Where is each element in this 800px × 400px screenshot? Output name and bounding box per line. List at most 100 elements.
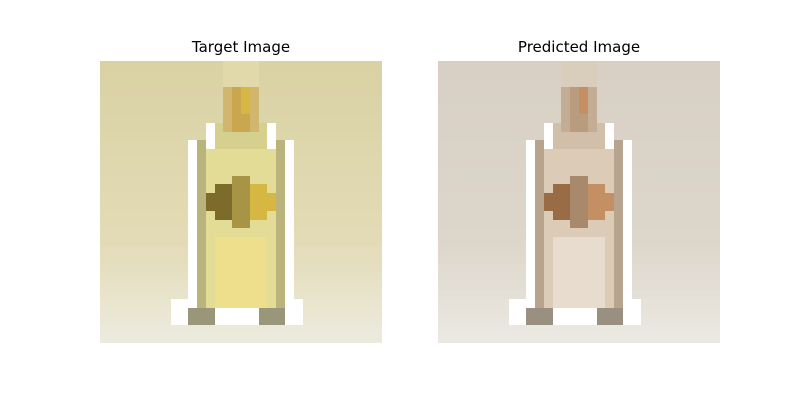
- image-pixel: [108, 78, 118, 88]
- image-pixel: [499, 78, 509, 88]
- image-pixel: [144, 184, 153, 194]
- image-pixel: [473, 325, 483, 335]
- image-pixel: [126, 105, 136, 114]
- image-pixel: [499, 184, 509, 194]
- image-pixel: [543, 96, 553, 106]
- image-pixel: [373, 105, 382, 114]
- image-pixel: [579, 272, 588, 282]
- image-pixel: [355, 140, 365, 150]
- image-pixel: [276, 325, 286, 335]
- image-pixel: [588, 317, 597, 326]
- image-pixel: [223, 325, 233, 335]
- image-pixel: [205, 325, 215, 335]
- image-pixel: [267, 105, 277, 114]
- image-pixel: [100, 219, 109, 229]
- image-pixel: [482, 307, 491, 317]
- image-pixel: [499, 316, 509, 326]
- image-pixel: [543, 202, 553, 211]
- image-pixel: [144, 316, 153, 326]
- image-pixel: [267, 157, 277, 167]
- image-pixel: [170, 281, 180, 291]
- image-pixel: [329, 87, 338, 97]
- image-pixel: [517, 166, 527, 176]
- image-pixel: [346, 281, 356, 291]
- image-pixel: [373, 272, 382, 282]
- image-pixel: [508, 210, 518, 220]
- image-pixel: [675, 87, 685, 97]
- image-pixel: [100, 61, 109, 70]
- image-pixel: [579, 96, 588, 106]
- image-pixel: [144, 263, 153, 273]
- image-pixel: [711, 334, 720, 343]
- image-pixel: [126, 210, 136, 220]
- image-pixel: [579, 290, 588, 299]
- image-pixel: [196, 69, 206, 79]
- image-pixel: [161, 122, 171, 132]
- image-pixel: [482, 87, 491, 97]
- image-pixel: [526, 228, 535, 237]
- image-pixel: [152, 219, 162, 229]
- image-pixel: [658, 281, 668, 291]
- image-pixel: [276, 254, 286, 264]
- image-pixel: [640, 184, 650, 194]
- image-pixel: [446, 298, 456, 308]
- image-pixel: [223, 149, 233, 158]
- image-pixel: [605, 246, 615, 255]
- image-pixel: [241, 113, 250, 123]
- image-pixel: [711, 307, 720, 317]
- image-pixel: [711, 281, 720, 291]
- image-pixel: [631, 263, 641, 273]
- image-pixel: [438, 166, 447, 176]
- image-pixel: [632, 299, 641, 308]
- image-pixel: [373, 325, 382, 335]
- image-pixel: [293, 219, 303, 229]
- image-pixel: [543, 246, 553, 255]
- image-pixel: [126, 69, 136, 79]
- image-pixel: [329, 263, 338, 273]
- image-pixel: [640, 122, 650, 132]
- image-pixel: [543, 157, 553, 167]
- image-pixel: [100, 113, 109, 123]
- image-pixel: [196, 157, 206, 167]
- image-pixel: [171, 308, 180, 317]
- image-pixel: [693, 210, 703, 220]
- image-pixel: [517, 246, 527, 255]
- image-pixel: [631, 87, 641, 97]
- image-pixel: [179, 210, 189, 220]
- image-pixel: [517, 308, 526, 317]
- image-pixel: [126, 228, 136, 238]
- image-pixel: [170, 131, 180, 141]
- image-pixel: [711, 78, 720, 88]
- image-pixel: [517, 325, 527, 335]
- image-pixel: [623, 69, 632, 79]
- image-pixel: [649, 298, 659, 308]
- image-pixel: [214, 61, 224, 70]
- image-pixel: [490, 96, 500, 106]
- image-pixel: [329, 202, 338, 211]
- image-pixel: [337, 193, 347, 202]
- image-pixel: [438, 263, 447, 273]
- image-pixel: [438, 334, 447, 343]
- image-pixel: [232, 87, 241, 97]
- image-pixel: [126, 96, 136, 106]
- image-pixel: [526, 61, 535, 70]
- image-pixel: [302, 219, 312, 229]
- image-pixel: [346, 298, 356, 308]
- image-pixel: [526, 255, 535, 264]
- image-pixel: [473, 263, 483, 273]
- image-pixel: [675, 254, 685, 264]
- image-pixel: [579, 122, 588, 132]
- image-pixel: [658, 210, 668, 220]
- image-pixel: [438, 78, 447, 88]
- image-pixel: [587, 246, 597, 255]
- image-pixel: [337, 290, 347, 299]
- image-pixel: [464, 184, 474, 194]
- image-pixel: [711, 61, 720, 70]
- image-pixel: [232, 96, 241, 106]
- image-pixel: [373, 246, 382, 255]
- image-pixel: [658, 140, 668, 150]
- image-pixel: [455, 193, 465, 202]
- image-pixel: [152, 105, 162, 114]
- image-pixel: [100, 157, 109, 167]
- image-pixel: [543, 193, 553, 202]
